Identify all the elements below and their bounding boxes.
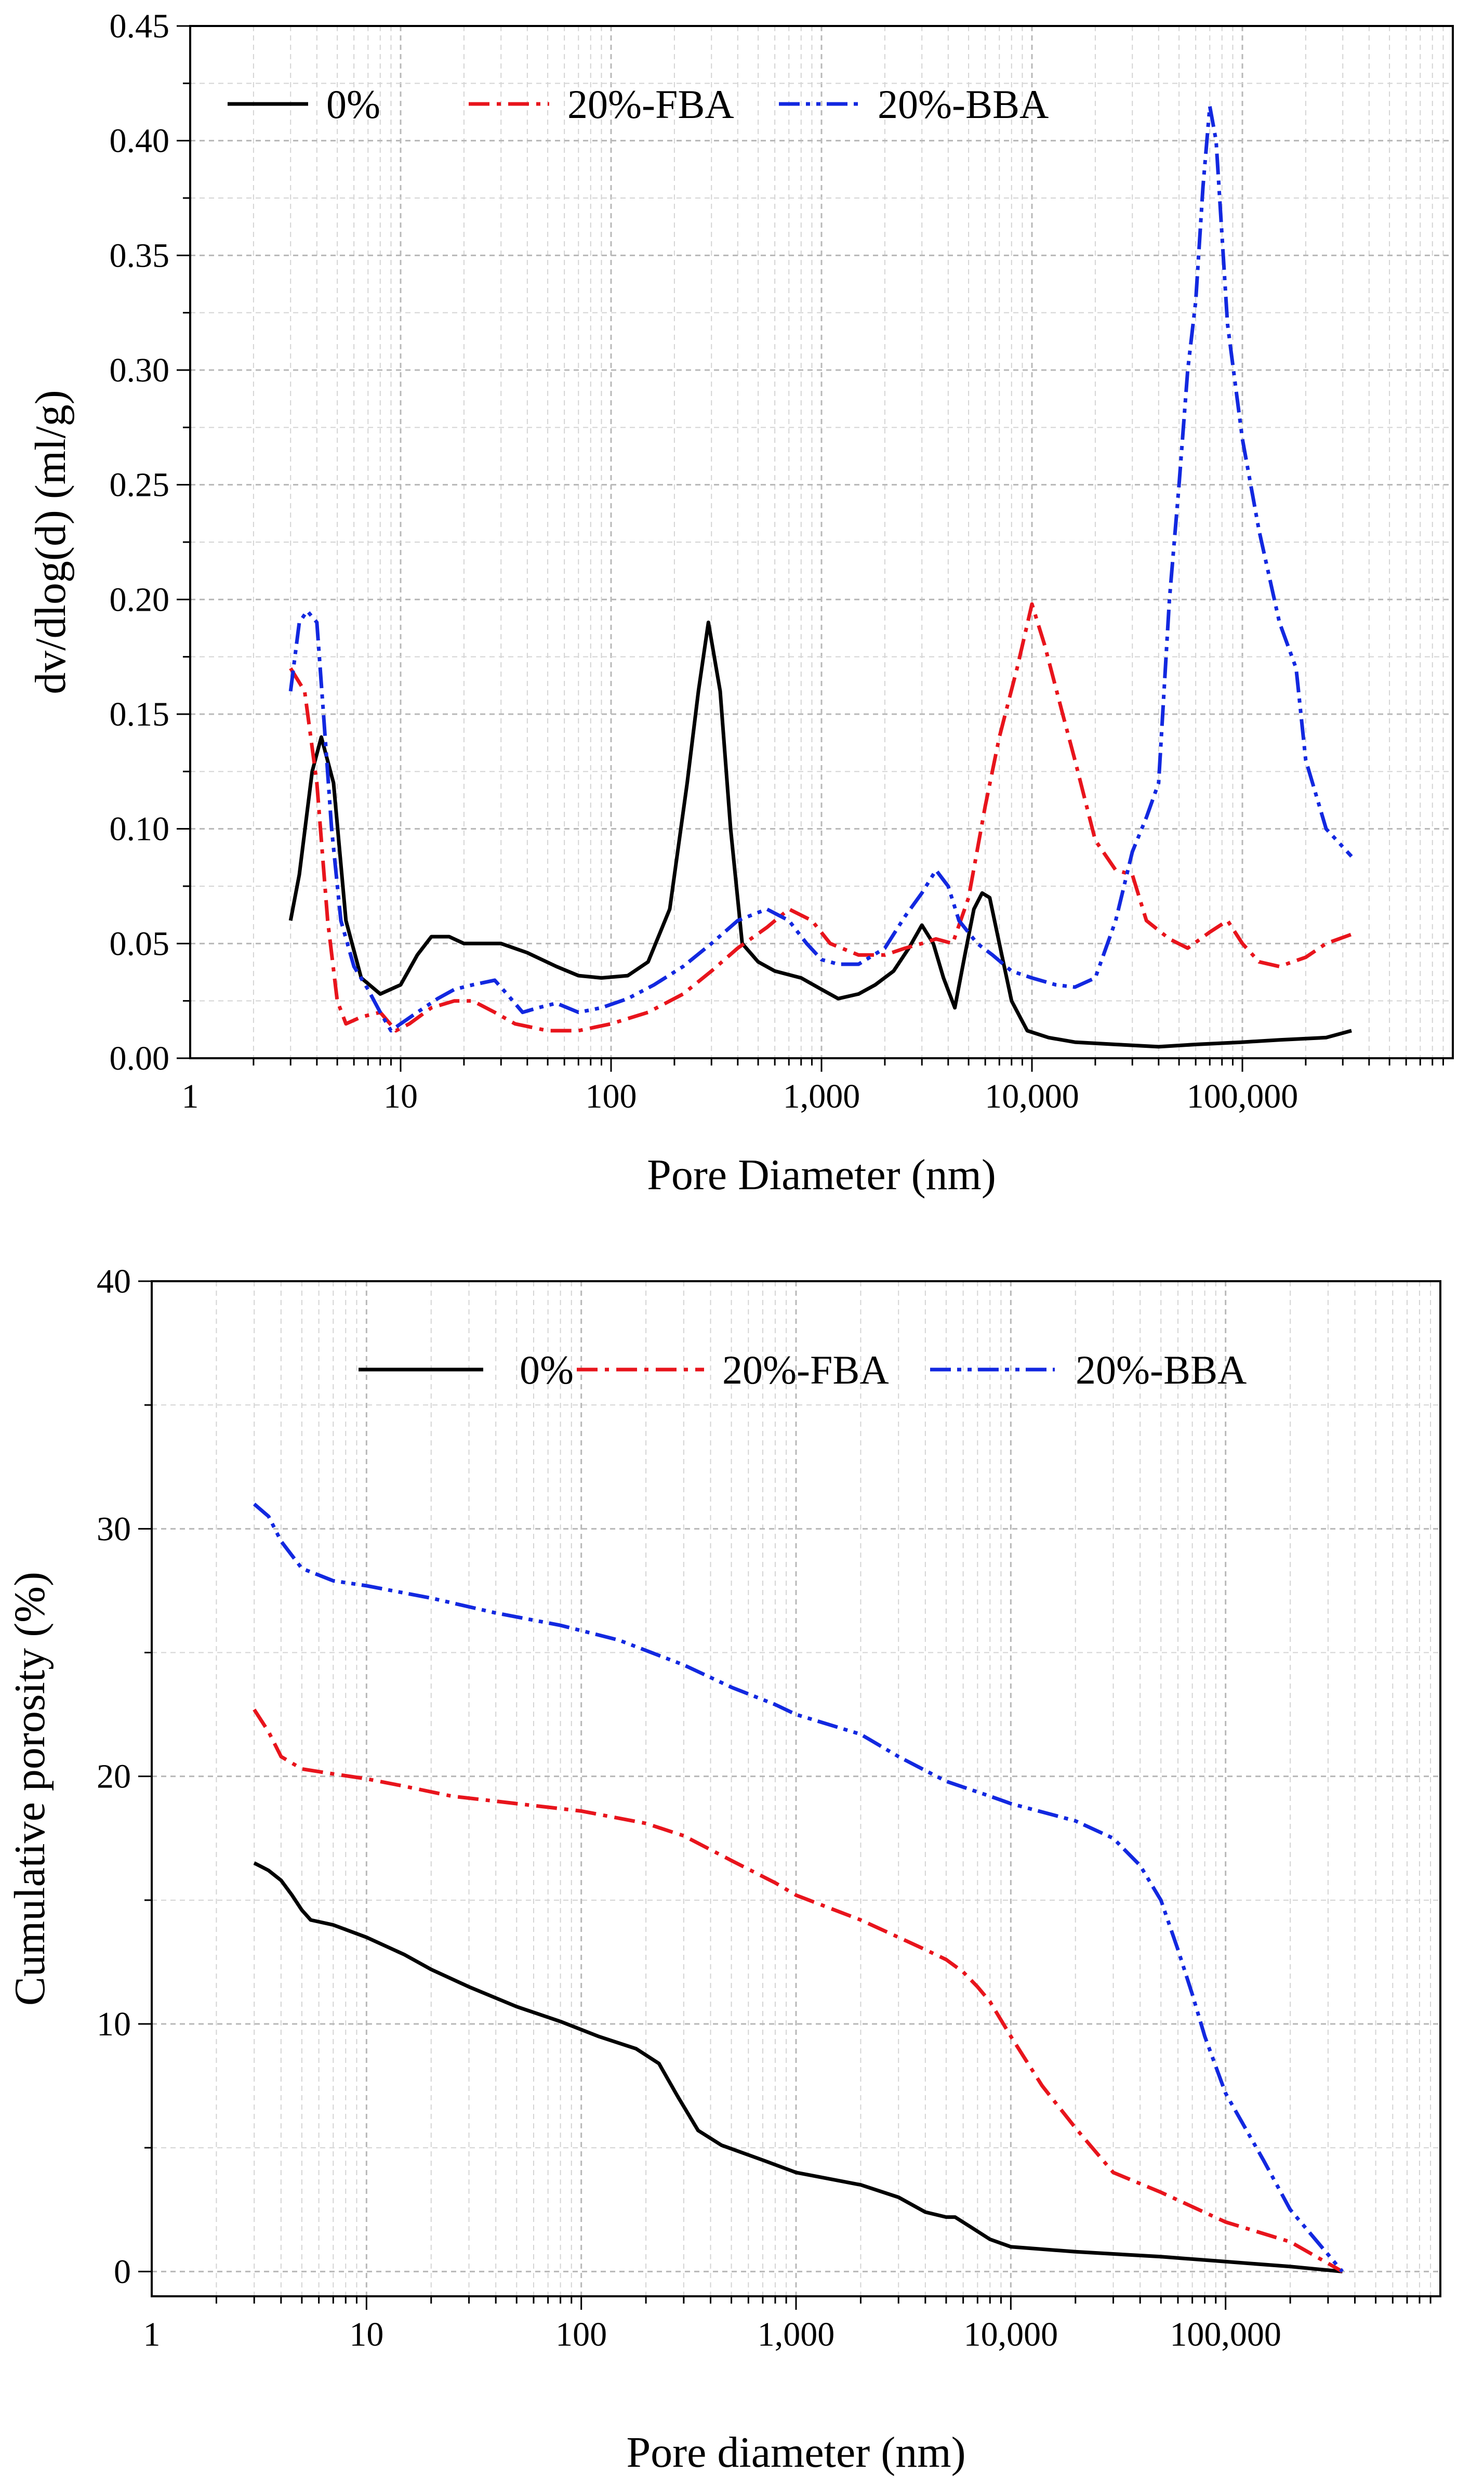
y-axis-title: Cumulative porosity (%): [6, 1572, 54, 2006]
y-tick-label: 0.20: [110, 581, 170, 619]
x-axis-title: Pore diameter (nm): [626, 2428, 965, 2477]
legend-label-20pct-fba: 20%-FBA: [567, 82, 734, 127]
x-tick-label: 10: [349, 2316, 383, 2353]
y-tick-label: 0.10: [110, 810, 170, 848]
legend-label-0pct: 0%: [326, 82, 380, 127]
legend-label-20pct-bba: 20%-BBA: [878, 82, 1049, 127]
y-tick-label: 0.45: [110, 7, 170, 45]
y-tick-label: 30: [97, 1510, 131, 1548]
x-tick-label: 100,000: [1187, 1077, 1298, 1115]
series-line-0-: [288, 621, 1352, 1049]
chart-cumulative-porosity: 0 10 20 30 40 1 10 100 1,000 10,000 100,000 0% 20%…: [6, 1262, 1441, 2477]
series-line-0-: [253, 1861, 1343, 2273]
x-tick-label: 100: [586, 1077, 637, 1115]
axis-ticks: 0.00 0.05 0.10 0.15 0.20 0.25 0.30 0.35 0.40 0.45…: [110, 7, 1444, 1115]
x-tick-label: 100,000: [1170, 2316, 1281, 2353]
y-tick-label: 0: [114, 2253, 131, 2291]
x-tick-label: 100: [555, 2316, 607, 2353]
y-tick-label: 0.05: [110, 925, 170, 963]
y-tick-label: 0.00: [110, 1040, 170, 1077]
y-tick-label: 0.40: [110, 122, 170, 160]
axis-ticks: 0 10 20 30 40 1 10 100 1,000 10,000 100,000: [97, 1262, 1432, 2353]
x-tick-label: 1,000: [783, 1077, 860, 1115]
series-line-20-bba: [288, 104, 1353, 1033]
x-tick-label: 1: [182, 1077, 199, 1115]
series-line-20-bba: [253, 1503, 1344, 2273]
legend: 0% 20%-FBA 20%-BBA: [359, 1347, 1247, 1392]
chart-pore-size-distribution: 0.00 0.05 0.10 0.15 0.20 0.25 0.30 0.35 0.40 0.45…: [27, 7, 1454, 1199]
x-tick-label: 10,000: [964, 2316, 1058, 2353]
y-tick-label: 0.35: [110, 236, 170, 274]
y-tick-label: 0.25: [110, 466, 170, 504]
grid: [190, 26, 1453, 1058]
y-tick-label: 10: [97, 2005, 131, 2043]
legend-label-0pct: 0%: [520, 1347, 574, 1392]
y-tick-label: 0.15: [110, 695, 170, 733]
legend-label-20pct-fba: 20%-FBA: [722, 1347, 889, 1392]
y-axis-title: dv/dlog(d) (ml/g): [27, 390, 75, 694]
legend: 0% 20%-FBA 20%-BBA: [228, 82, 1049, 127]
series-line-20-fba: [253, 1708, 1344, 2273]
x-tick-label: 1,000: [758, 2316, 835, 2353]
y-tick-label: 40: [97, 1262, 131, 1300]
series-lines: [288, 104, 1353, 1049]
x-tick-label: 1: [143, 2316, 161, 2353]
x-axis-title: Pore Diameter (nm): [647, 1151, 996, 1199]
y-tick-label: 0.30: [110, 351, 170, 389]
series-lines: [253, 1503, 1344, 2273]
y-tick-label: 20: [97, 1758, 131, 1796]
series-line-20-fba: [289, 602, 1353, 1033]
x-tick-label: 10,000: [985, 1077, 1079, 1115]
legend-label-20pct-bba: 20%-BBA: [1076, 1347, 1247, 1392]
grid: [152, 1281, 1440, 2296]
x-tick-label: 10: [383, 1077, 418, 1115]
